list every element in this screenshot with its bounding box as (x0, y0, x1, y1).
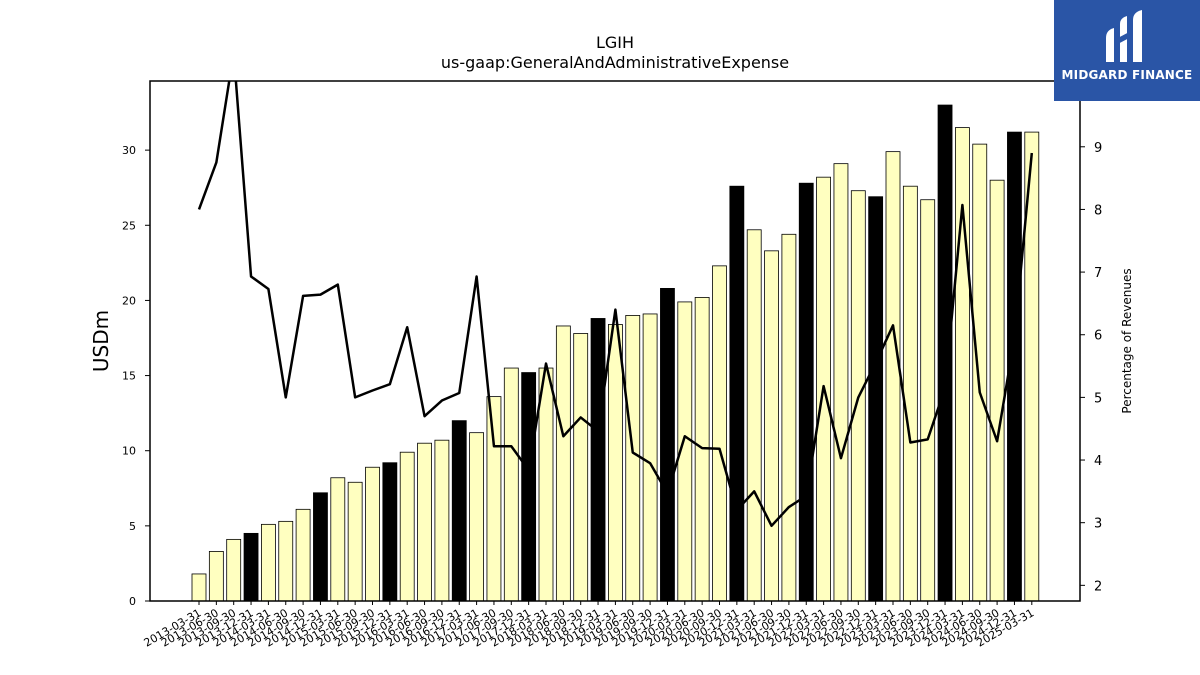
logo-text: MIDGARD FINANCE (1061, 68, 1193, 82)
bar (347, 481, 363, 602)
bar (399, 451, 415, 602)
left-y-axis: 0 5 10 15 20 25 30 (122, 144, 150, 608)
bar (417, 442, 432, 602)
y-tick-label: 10 (122, 445, 136, 458)
bar (208, 551, 224, 602)
bar (191, 573, 207, 602)
y2-tick-label: 3 (1094, 517, 1102, 532)
y2-axis-label: Percentage of Revenues (1120, 268, 1134, 413)
bar (625, 315, 641, 602)
y-tick-label: 0 (129, 595, 136, 608)
bar (712, 265, 727, 602)
y2-tick-label: 8 (1094, 203, 1102, 218)
bar (590, 318, 606, 602)
bar (781, 233, 797, 602)
bar (226, 538, 242, 602)
bar (555, 325, 571, 602)
bar (989, 179, 1005, 602)
logo-mark-icon (1106, 10, 1142, 62)
y-tick-label: 20 (122, 294, 136, 307)
bar (746, 229, 762, 602)
y-tick-label: 25 (122, 219, 136, 232)
y-tick-label: 5 (129, 520, 136, 533)
bar (833, 163, 849, 602)
bar (365, 466, 380, 602)
bar (764, 250, 779, 602)
bar (434, 439, 450, 602)
bar-series (191, 104, 1040, 602)
bar (573, 333, 589, 602)
bar (260, 523, 276, 602)
y2-tick-label: 7 (1094, 266, 1102, 281)
y2-tick-label: 9 (1094, 141, 1102, 156)
y2-tick-label: 5 (1094, 391, 1102, 406)
bar (902, 185, 918, 602)
bar (608, 324, 623, 602)
bar (278, 520, 294, 602)
bar (642, 313, 658, 602)
bar (972, 143, 988, 602)
bar (486, 396, 502, 602)
y2-tick-label: 2 (1094, 579, 1102, 594)
x-axis: 2013-03-312013-06-302013-09-302013-12-31… (142, 601, 1036, 650)
bar (798, 182, 814, 602)
bar (469, 432, 485, 602)
chart-title: LGIH (596, 33, 634, 52)
bar (885, 151, 901, 602)
bar (920, 199, 936, 602)
y2-tick-label: 4 (1094, 454, 1102, 469)
y-tick-label: 15 (122, 370, 136, 383)
chart-subtitle: us-gaap:GeneralAndAdministrativeExpense (441, 53, 789, 72)
bar (729, 185, 745, 602)
line-series (197, 81, 1034, 528)
bar (503, 367, 519, 602)
right-y-axis: 2 3 4 5 6 7 8 9 (1080, 141, 1102, 594)
bar (330, 477, 346, 602)
bar (313, 492, 328, 602)
bar (937, 104, 953, 602)
brand-logo: MIDGARD FINANCE (1054, 0, 1200, 101)
line-path (197, 81, 1034, 528)
y-axis-label: USDm (89, 310, 113, 372)
bar (382, 462, 398, 602)
y-tick-label: 30 (122, 144, 136, 157)
bar (451, 420, 467, 602)
bar (660, 287, 675, 602)
bar (955, 127, 970, 602)
bar (868, 196, 884, 602)
y2-tick-label: 6 (1094, 329, 1102, 344)
bar (243, 532, 259, 602)
bar (295, 508, 311, 602)
bar (538, 367, 554, 602)
bar (521, 372, 537, 602)
